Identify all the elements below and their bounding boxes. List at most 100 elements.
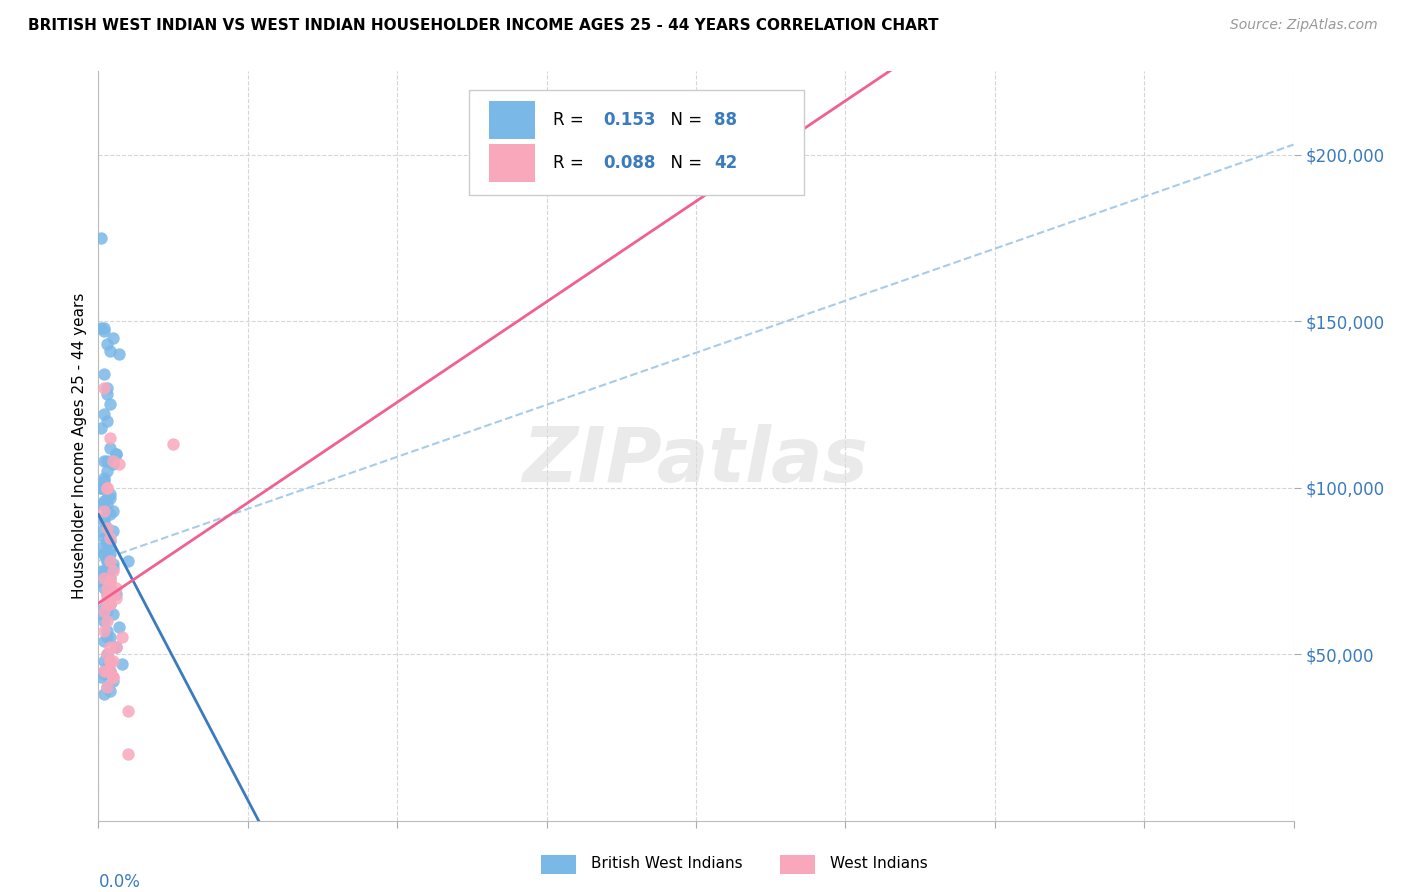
Point: [93, 664, 115, 678]
Text: 88: 88: [714, 112, 737, 129]
Point: [93, 604, 115, 618]
Point: [93, 687, 115, 701]
Point: [117, 554, 139, 568]
Text: R =: R =: [553, 112, 589, 129]
Point: [96, 464, 118, 478]
Point: [93, 547, 115, 561]
Point: [96, 597, 118, 611]
Point: [90, 670, 112, 684]
Point: [96, 624, 118, 638]
Point: [96, 387, 118, 401]
Point: [93, 600, 115, 615]
Point: [96, 481, 118, 495]
Point: [96, 497, 118, 511]
Point: [98, 487, 122, 501]
Point: [96, 591, 118, 605]
Point: [90, 564, 112, 578]
Point: [93, 504, 115, 518]
Point: [90, 541, 112, 555]
Point: [98, 541, 122, 555]
Point: [90, 320, 112, 334]
Point: [98, 597, 122, 611]
Text: ZIPatlas: ZIPatlas: [523, 424, 869, 498]
Point: [103, 560, 125, 574]
Point: [96, 567, 118, 582]
FancyBboxPatch shape: [489, 102, 534, 139]
Point: [103, 587, 125, 601]
Point: [93, 494, 115, 508]
Point: [105, 587, 128, 601]
Point: [117, 747, 139, 761]
Point: [103, 564, 125, 578]
Point: [93, 470, 115, 484]
Point: [103, 654, 125, 668]
Point: [98, 640, 122, 655]
Point: [98, 547, 122, 561]
Point: [103, 673, 125, 688]
Point: [96, 520, 118, 534]
Point: [96, 491, 118, 505]
Point: [105, 640, 128, 655]
Point: [96, 681, 118, 695]
Point: [96, 554, 118, 568]
Point: [96, 570, 118, 584]
Point: [93, 547, 115, 561]
Point: [103, 504, 125, 518]
Point: [93, 614, 115, 628]
Point: [96, 647, 118, 661]
Point: [105, 447, 128, 461]
Point: [93, 531, 115, 545]
Point: [103, 331, 125, 345]
Point: [96, 554, 118, 568]
Point: [93, 474, 115, 488]
Point: [98, 531, 122, 545]
Point: [98, 664, 122, 678]
Text: West Indians: West Indians: [830, 856, 928, 871]
Text: N =: N =: [661, 112, 707, 129]
Text: 0.0%: 0.0%: [98, 873, 141, 891]
Point: [96, 647, 118, 661]
Point: [111, 631, 134, 645]
Point: [93, 667, 115, 681]
Point: [96, 537, 118, 551]
Point: [98, 441, 122, 455]
Point: [96, 581, 118, 595]
Text: N =: N =: [661, 153, 707, 172]
Point: [96, 337, 118, 351]
Point: [96, 614, 118, 628]
Point: [96, 520, 118, 534]
Point: [105, 640, 128, 655]
Point: [108, 458, 131, 472]
Point: [103, 524, 125, 538]
Point: [98, 344, 122, 359]
Point: [96, 587, 118, 601]
Point: [96, 681, 118, 695]
Point: [98, 397, 122, 411]
Point: [111, 657, 134, 672]
Point: [98, 431, 122, 445]
Point: [93, 570, 115, 584]
Point: [96, 660, 118, 674]
Y-axis label: Householder Income Ages 25 - 44 years: Householder Income Ages 25 - 44 years: [72, 293, 87, 599]
Text: 42: 42: [714, 153, 737, 172]
Point: [105, 591, 128, 605]
Point: [96, 604, 118, 618]
Point: [90, 231, 112, 245]
Point: [98, 581, 122, 595]
Point: [93, 664, 115, 678]
Point: [98, 574, 122, 588]
Point: [93, 510, 115, 524]
Point: [98, 574, 122, 588]
Point: [93, 624, 115, 638]
Point: [105, 447, 128, 461]
Point: [103, 454, 125, 468]
Text: 0.153: 0.153: [603, 112, 655, 129]
Point: [98, 570, 122, 584]
Point: [103, 458, 125, 472]
FancyBboxPatch shape: [489, 144, 534, 181]
Point: [98, 654, 122, 668]
Point: [93, 381, 115, 395]
Point: [103, 670, 125, 684]
Point: [93, 514, 115, 528]
Point: [96, 664, 118, 678]
